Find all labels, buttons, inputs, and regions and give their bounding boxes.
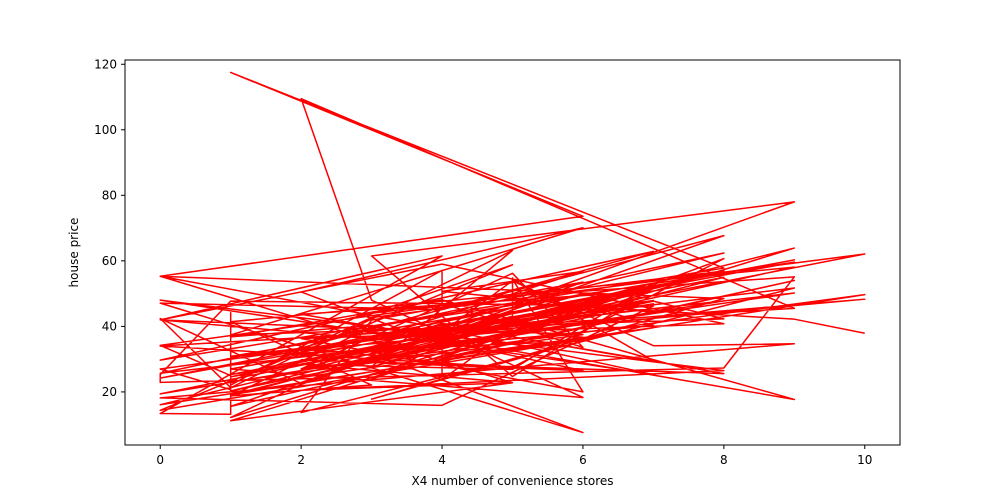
- y-tick-label: 20: [102, 385, 117, 399]
- x-tick-label: 6: [579, 453, 587, 467]
- x-axis-ticks: 0 2 4 6 8 10: [156, 445, 872, 467]
- x-tick-label: 8: [720, 453, 728, 467]
- y-tick-label: 60: [102, 254, 117, 268]
- series-layer: [159, 71, 866, 434]
- x-tick-label: 4: [438, 453, 446, 467]
- y-tick-label: 100: [94, 123, 117, 137]
- x-tick-label: 10: [857, 453, 872, 467]
- axes-frame: [124, 59, 901, 446]
- y-axis-ticks: 20 40 60 80 100 120: [94, 57, 125, 399]
- x-axis-label: X4 number of convenience stores: [411, 474, 613, 488]
- plot-area: [159, 71, 866, 434]
- y-tick-label: 80: [102, 188, 117, 202]
- y-axis-label: house price: [67, 218, 81, 288]
- x-tick-label: 2: [297, 453, 305, 467]
- series-line-0: [159, 71, 866, 434]
- y-tick-label: 120: [94, 57, 117, 71]
- y-tick-label: 40: [102, 319, 117, 333]
- x-tick-label: 0: [156, 453, 164, 467]
